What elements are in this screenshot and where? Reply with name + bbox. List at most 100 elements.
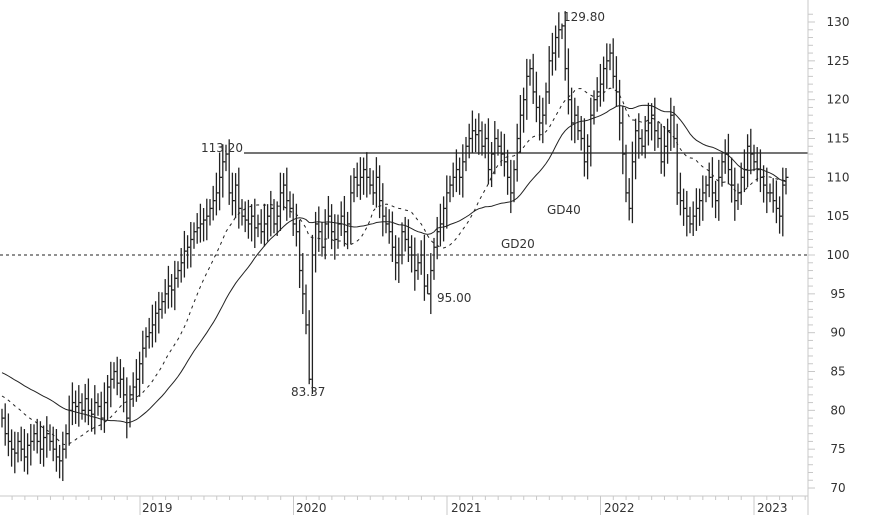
ohlc-bar <box>206 198 210 241</box>
ohlc-bar <box>273 199 277 234</box>
ohlc-bar <box>314 211 319 273</box>
ohlc-bar <box>366 152 370 198</box>
ohlc-bar <box>353 168 357 203</box>
ohlc-bar <box>670 97 674 151</box>
ohlc-bar <box>766 167 770 214</box>
ohlc-bar <box>689 206 693 234</box>
ohlc-bar <box>10 429 15 467</box>
ohlc-bar <box>282 173 287 211</box>
label-83-37: 83.37 <box>291 385 325 399</box>
ohlc-bar <box>42 425 47 467</box>
ohlc-bar <box>510 159 514 214</box>
ohlc-bar <box>190 222 194 268</box>
ohlc-bar <box>346 211 351 250</box>
y-tick-label: 75 <box>830 442 845 456</box>
ohlc-bar <box>433 237 437 280</box>
ohlc-bar <box>138 351 143 397</box>
ohlc-bar <box>778 196 783 234</box>
ohlc-bar <box>241 199 245 226</box>
ohlc-bar <box>446 175 450 229</box>
ohlc-bar <box>436 216 440 260</box>
ohlc-bar <box>215 172 219 216</box>
ohlc-bar <box>462 144 466 198</box>
ohlc-bar <box>276 201 280 236</box>
ohlc-bar <box>129 385 133 428</box>
ohlc-bar <box>666 118 671 164</box>
y-tick-label: 90 <box>830 326 845 340</box>
ohlc-bar <box>100 391 104 431</box>
ohlc-bar <box>343 195 347 247</box>
ohlc-bar <box>590 97 594 167</box>
ohlc-bar <box>270 190 274 237</box>
ohlc-bar <box>20 426 24 462</box>
ohlc-bar <box>718 159 722 221</box>
ohlc-bar <box>126 377 130 439</box>
ohlc-bar <box>33 424 37 451</box>
ohlc-bar <box>14 431 18 474</box>
ohlc-bar <box>782 167 786 237</box>
ohlc-bar <box>398 237 402 283</box>
ohlc-bar <box>551 32 555 76</box>
ohlc-bar <box>631 141 635 224</box>
ohlc-bar <box>110 361 114 408</box>
ohlc-bar <box>164 279 168 314</box>
ohlc-bar <box>244 201 248 233</box>
ohlc-bar <box>158 291 162 334</box>
ohlc-bar <box>97 393 101 416</box>
ohlc-bar <box>84 383 88 423</box>
ohlc-bar <box>612 38 616 89</box>
ohlc-bar <box>289 191 293 218</box>
ohlc-bar <box>113 362 117 389</box>
ohlc-bar <box>119 359 123 398</box>
ohlc-bar <box>702 175 706 221</box>
ohlc-bar <box>330 204 335 250</box>
ohlc-bar <box>471 110 475 154</box>
ohlc-bar <box>247 199 251 239</box>
ohlc-bar <box>455 149 459 193</box>
ohlc-bar <box>730 157 735 203</box>
y-tick-label: 70 <box>830 481 845 495</box>
ohlc-bar <box>622 105 626 175</box>
ohlc-bar <box>785 168 789 195</box>
ohlc-bar <box>55 428 59 472</box>
ohlc-bar <box>714 180 719 219</box>
ohlc-bar <box>762 165 767 203</box>
ohlc-bar <box>250 204 255 242</box>
ohlc-bar <box>618 79 623 141</box>
ohlc-bar <box>23 428 27 472</box>
ohlc-bar <box>209 199 213 226</box>
y-tick-label: 105 <box>827 209 850 223</box>
ohlc-bar <box>298 219 303 289</box>
ohlc-bar <box>759 149 763 193</box>
ohlc-bar <box>682 188 687 226</box>
ohlc-bar <box>401 222 405 265</box>
ohlc-bar <box>695 188 699 231</box>
ohlc-bar <box>481 121 485 156</box>
ohlc-bar <box>753 144 757 172</box>
x-tick-label: 2020 <box>296 501 327 515</box>
ohlc-bar <box>580 115 584 151</box>
y-tick-label: 115 <box>827 132 850 146</box>
ohlc-bar <box>71 382 75 426</box>
ohlc-bar <box>78 385 82 427</box>
ohlc-bar <box>90 398 95 432</box>
ohlc-bar <box>602 56 607 102</box>
ohlc-bar <box>132 372 136 407</box>
ohlc-bar <box>135 359 139 402</box>
ohlc-bar <box>369 168 373 195</box>
ohlc-bar <box>420 240 424 275</box>
ohlc-bar <box>193 222 197 249</box>
ohlc-bar <box>458 157 463 195</box>
ohlc-bar <box>26 433 31 475</box>
ohlc-bar <box>721 152 725 187</box>
ohlc-bar <box>52 426 56 462</box>
label-95-00: 95.00 <box>437 291 471 305</box>
ohlc-bar <box>391 211 395 263</box>
ohlc-bar <box>644 115 648 159</box>
ohlc-bar <box>577 105 581 141</box>
ohlc-bar <box>673 105 677 148</box>
ohlc-bar <box>532 53 536 104</box>
ohlc-bar <box>743 149 747 193</box>
ohlc-bar <box>350 175 354 245</box>
ohlc-bar <box>465 136 469 172</box>
